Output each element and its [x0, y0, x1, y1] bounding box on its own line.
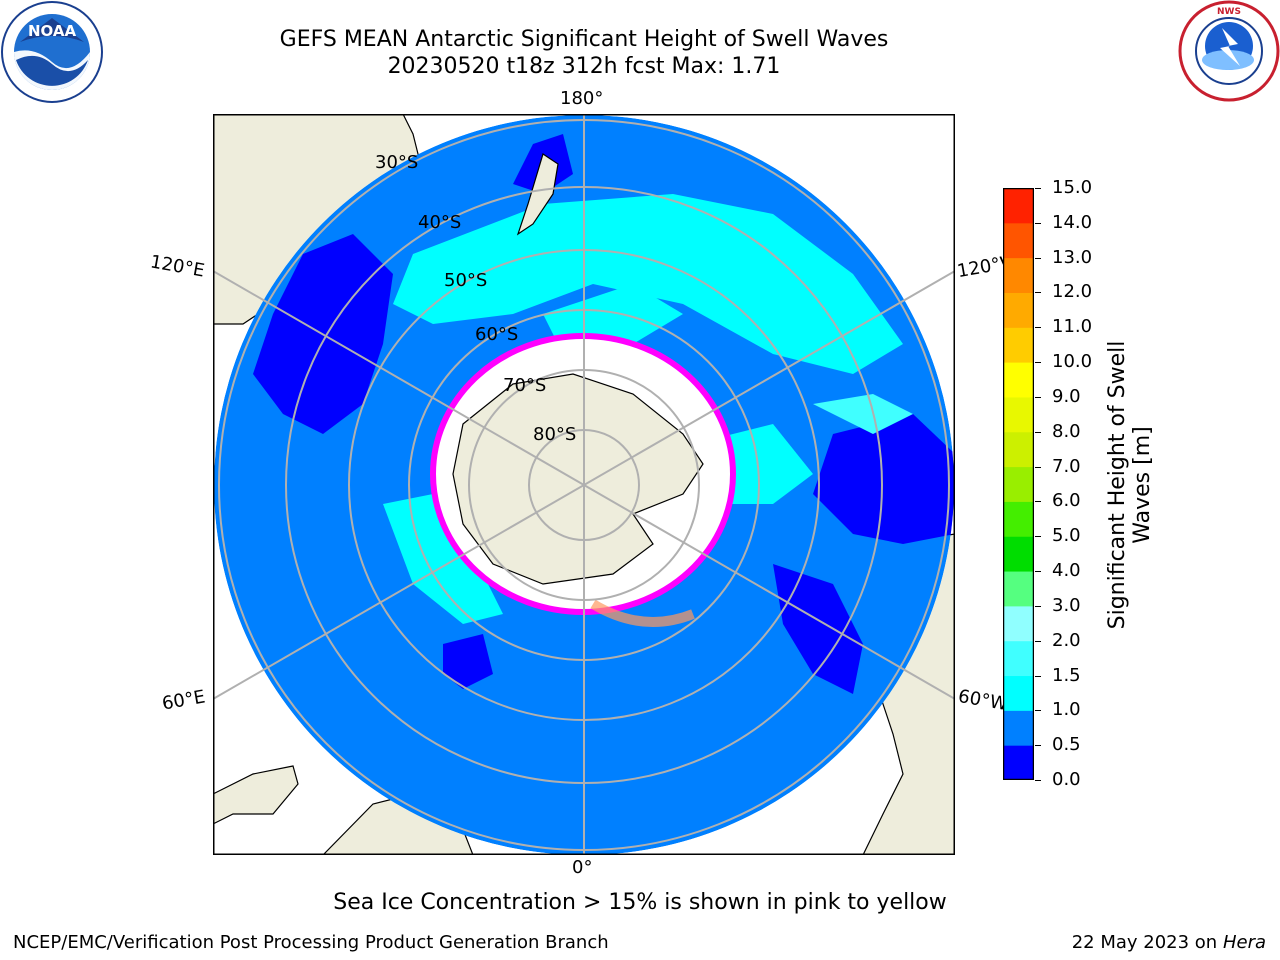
lat-label-50s: 50°S [444, 270, 488, 291]
colorbar-tick-mark [1035, 188, 1041, 189]
colorbar-tick-mark [1035, 292, 1041, 294]
nws-logo: NWS [1178, 0, 1280, 102]
colorbar-tick-mark [1035, 257, 1041, 259]
colorbar-border [1003, 188, 1034, 780]
colorbar-segment [1003, 710, 1034, 746]
colorbar-tick-label: 11.0 [1052, 316, 1093, 338]
noaa-logo: NOAA [1, 1, 103, 103]
colorbar-segment [1003, 222, 1034, 259]
colorbar-segment [1003, 536, 1034, 572]
colorbar-segment [1003, 675, 1034, 711]
colorbar-segment [1003, 501, 1034, 537]
colorbar-tick-mark [1035, 466, 1041, 468]
colorbar-tick-label: 9.0 [1052, 385, 1081, 407]
colorbar-segment [1003, 605, 1034, 642]
colorbar-tick-mark [1035, 327, 1041, 329]
colorbar-tick-mark [1035, 675, 1041, 677]
polar-map [213, 114, 955, 855]
colorbar-segment [1003, 396, 1034, 433]
colorbar-tick-mark [1035, 571, 1041, 573]
colorbar-tick-mark [1035, 605, 1041, 607]
colorbar-tick-label: 0.5 [1052, 734, 1081, 756]
lat-label-60s: 60°S [475, 324, 519, 345]
colorbar-tick-mark [1035, 536, 1041, 538]
colorbar-segment [1003, 745, 1034, 780]
colorbar-tick-label: 5.0 [1052, 525, 1081, 547]
colorbar-label-line2: Waves [m] [1130, 426, 1155, 544]
colorbar-tick-label: 13.0 [1052, 246, 1093, 268]
colorbar-label: Significant Height of Swell Waves [m] [1105, 341, 1155, 630]
lon-label-upper-left: 120°E [148, 251, 207, 282]
colorbar-label-line1: Significant Height of Swell [1105, 340, 1130, 630]
madagascar-land [213, 765, 299, 825]
lat-label-70s: 70°S [503, 375, 547, 396]
colorbar-tick-mark [1035, 780, 1041, 781]
lat-label-80s: 80°S [533, 424, 577, 445]
svg-text:NWS: NWS [1217, 7, 1241, 17]
colorbar-tick-mark [1035, 396, 1041, 398]
new-zealand-land [516, 153, 559, 236]
colorbar-segment [1003, 257, 1034, 293]
colorbar-tick-mark [1035, 362, 1041, 364]
colorbar-tick-mark [1035, 710, 1041, 712]
footer-host: Hera [1222, 932, 1266, 953]
lon-label-top: 180° [560, 88, 604, 109]
colorbar-tick-label: 12.0 [1052, 281, 1093, 303]
lon-label-bottom: 0° [572, 857, 593, 878]
footer-date-text: 22 May 2023 on [1071, 932, 1218, 953]
colorbar-segment [1003, 292, 1034, 328]
colorbar-tick-label: 1.5 [1052, 664, 1081, 686]
colorbar-segment [1003, 188, 1034, 224]
colorbar-tick-label: 6.0 [1052, 490, 1081, 512]
colorbar-tick-label: 10.0 [1052, 351, 1093, 373]
colorbar-tick-label: 0.0 [1052, 769, 1081, 790]
colorbar-segment [1003, 571, 1034, 607]
colorbar-tick-label: 4.0 [1052, 560, 1081, 582]
colorbar-tick-mark [1035, 222, 1041, 224]
footer-date: 22 May 2023 on Hera [1072, 932, 1266, 953]
colorbar-tick-label: 7.0 [1052, 455, 1081, 477]
colorbar-tick-mark [1035, 501, 1041, 503]
colorbar-tick-label: 14.0 [1052, 211, 1093, 233]
colorbar-tick-label: 3.0 [1052, 594, 1081, 616]
colorbar-tick-mark [1035, 745, 1041, 747]
colorbar-tick-label: 1.0 [1052, 699, 1081, 721]
noaa-logo-text: NOAA [28, 22, 77, 40]
footer-credit: NCEP/EMC/Verification Post Processing Pr… [13, 932, 609, 953]
colorbar-segment [1003, 466, 1034, 502]
colorbar-tick-mark [1035, 431, 1041, 433]
lat-label-40s: 40°S [418, 212, 462, 233]
colorbar-tick-label: 15.0 [1052, 177, 1093, 198]
colorbar-segment [1003, 640, 1034, 677]
colorbar-segment [1003, 362, 1034, 398]
colorbar-segment [1003, 327, 1034, 363]
chart-subtitle: 20230520 t18z 312h fcst Max: 1.71 [387, 54, 781, 79]
lon-label-lower-right: 60°W [956, 685, 1010, 716]
colorbar-segment [1003, 431, 1034, 468]
sea-ice-caption: Sea Ice Concentration > 15% is shown in … [333, 890, 947, 915]
chart-title: GEFS MEAN Antarctic Significant Height o… [279, 27, 889, 52]
colorbar [1003, 188, 1034, 780]
colorbar-tick-mark [1035, 640, 1041, 642]
lat-label-30s: 30°S [375, 152, 419, 173]
colorbar-tick-label: 2.0 [1052, 629, 1081, 651]
colorbar-tick-label: 8.0 [1052, 420, 1081, 442]
lon-label-lower-left: 60°E [160, 686, 207, 715]
